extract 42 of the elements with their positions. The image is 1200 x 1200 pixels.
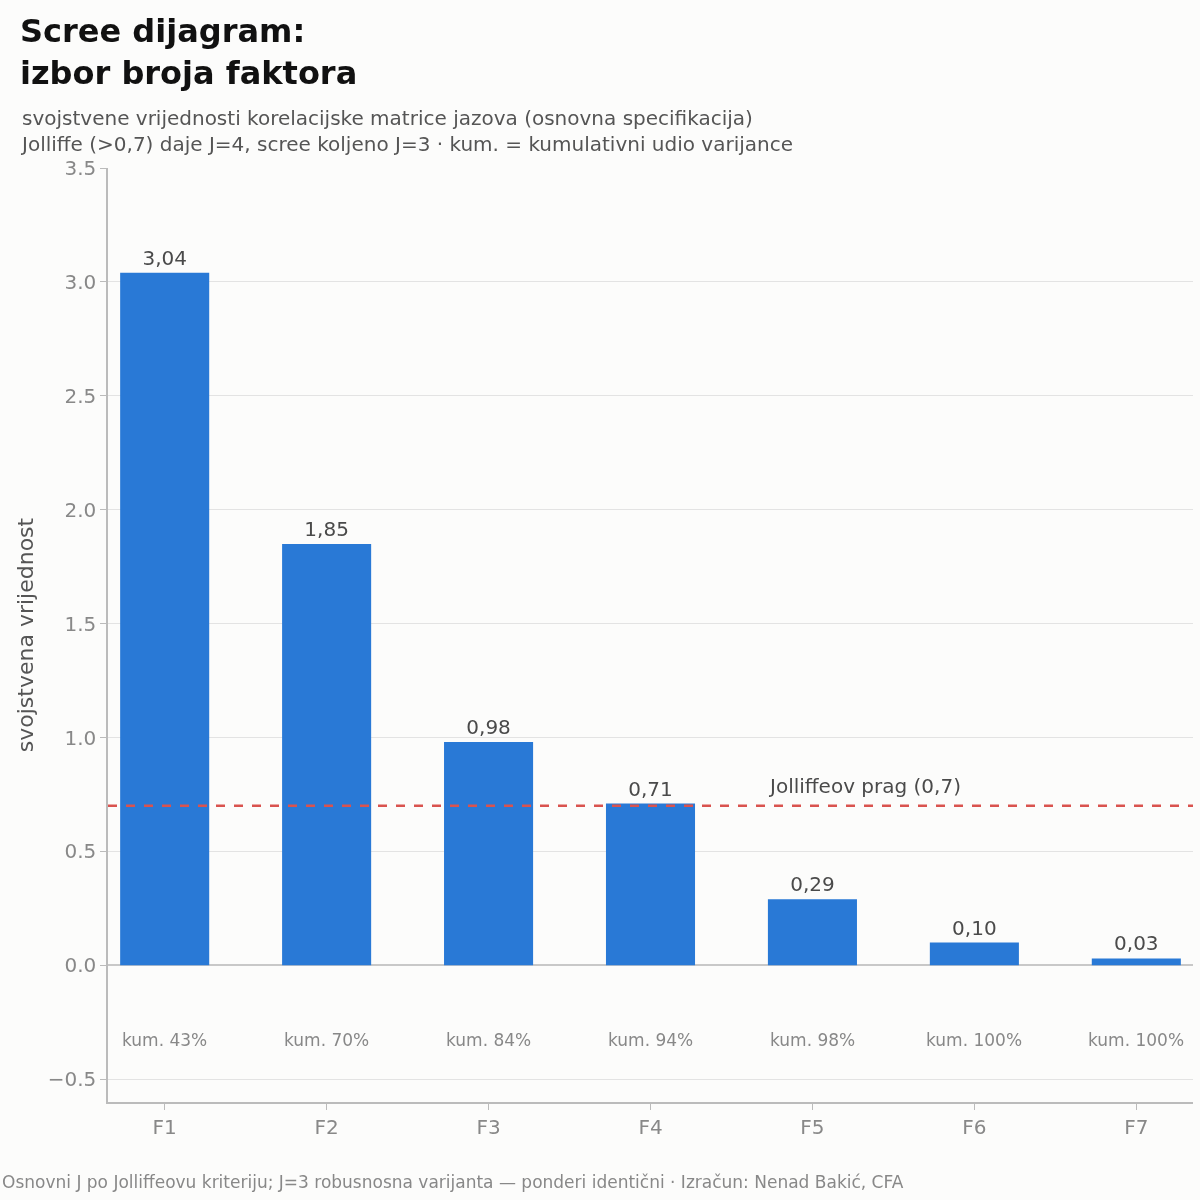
- y-tick-label: 2.5: [64, 383, 97, 408]
- chart-title: Scree dijagram: izbor broja faktora: [20, 12, 358, 92]
- chart-subtitle: svojstvene vrijednosti korelacijske matrice jazova (osnovna specifikacija) Jolliffe (>0,7) daje J=4, scree koljeno J=3 · kum. = kumulativni udio varijance: [20, 106, 794, 156]
- y-tick-label: 1.5: [64, 611, 97, 636]
- data-label: 1,85: [304, 516, 349, 541]
- annotation: kum. 43%: [122, 1030, 208, 1050]
- x-tick-label: F1: [152, 1114, 177, 1139]
- bar: [929, 942, 1019, 966]
- annotation: kum. 100%: [926, 1030, 1023, 1050]
- data-label: 0,71: [628, 776, 673, 801]
- annotation: kum. 94%: [608, 1030, 694, 1050]
- y-tick-label: 0.0: [64, 953, 97, 978]
- y-tick-label: 3.5: [64, 156, 97, 180]
- bar: [282, 543, 372, 966]
- annotation: kum. 98%: [770, 1030, 856, 1050]
- x-tick-label: F2: [314, 1114, 339, 1139]
- y-axis-title: svojstvena vrijednost: [12, 517, 38, 753]
- x-tick-label: F6: [962, 1114, 987, 1139]
- y-tick-label: 3.0: [64, 269, 97, 294]
- bar: [444, 742, 534, 966]
- data-label: 0,29: [790, 872, 835, 897]
- text: Osnovni J po Jolliffeovu kriteriju; J=3 robusnosna varijanta — ponderi identični · Izračun: Nenad Bakić, CFA: [2, 1172, 904, 1192]
- annotation: kum. 100%: [1088, 1030, 1185, 1050]
- bar: [120, 272, 210, 966]
- data-label: 3,04: [142, 245, 187, 270]
- data-label: 0,03: [1114, 931, 1159, 956]
- y-tick-label: −0.5: [47, 1067, 97, 1092]
- x-tick-label: F4: [638, 1114, 663, 1139]
- annotation: kum. 70%: [284, 1030, 370, 1050]
- bar: [767, 899, 857, 966]
- annotation: kum. 84%: [446, 1030, 532, 1050]
- x-tick-label: F7: [1124, 1114, 1149, 1139]
- y-tick-label: 0.5: [64, 839, 97, 864]
- x-tick-label: F3: [476, 1114, 501, 1139]
- data-label: 0,10: [952, 915, 997, 940]
- y-tick-label: 1.0: [64, 725, 97, 750]
- y-tick-label: 2.0: [64, 497, 97, 522]
- ref-line-label: Jolliffeov prag (0,7): [768, 774, 961, 798]
- x-tick-label: F5: [800, 1114, 825, 1139]
- bar: [1091, 958, 1181, 966]
- data-label: 0,98: [466, 715, 511, 740]
- bar: [605, 803, 696, 966]
